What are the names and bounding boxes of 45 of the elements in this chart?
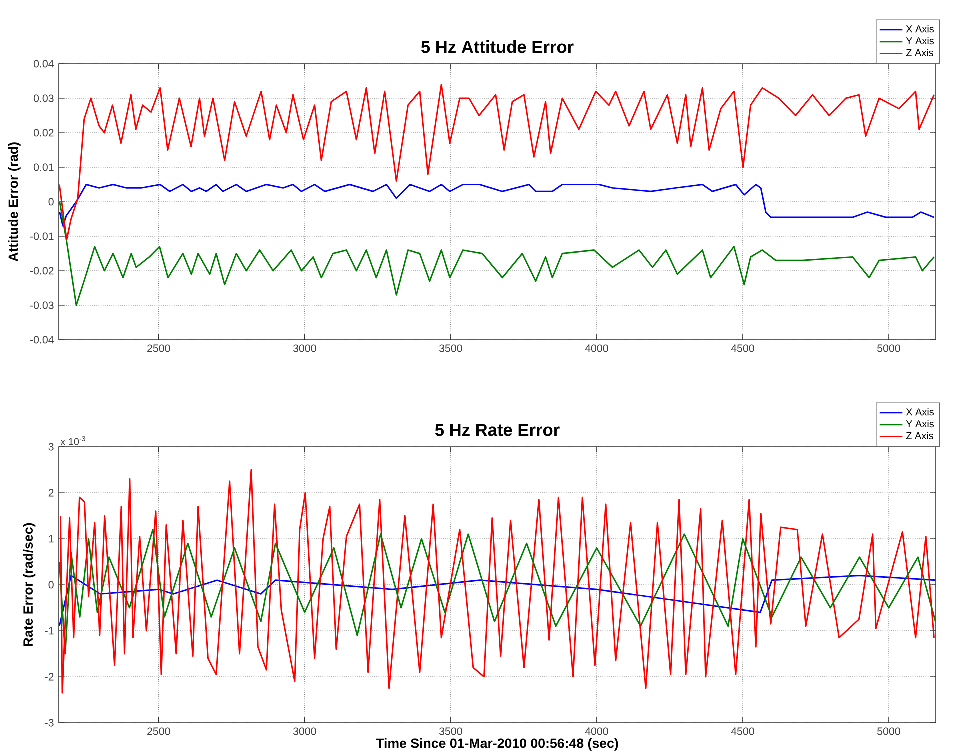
x-tick-label: 5000 [878,344,900,352]
y-tick-label: 2 [48,489,54,497]
legend-label: X Axis [906,25,934,33]
legend-label: X Axis [906,408,934,416]
x-tick-label: 2500 [148,344,170,352]
y-tick-label: 0.03 [34,94,54,102]
line-series [59,529,936,655]
x-tick-label: 4500 [731,344,754,352]
x-tick-label: 2500 [148,728,170,736]
y-axis-title: Attitude Error (rad) [8,142,21,262]
legend-label: Y Axis [906,37,934,45]
line-series [59,201,935,306]
chart-title: 5 Hz Attitude Error [421,40,574,54]
y-tick-label: 0 [48,198,54,206]
x-tick-label: 3500 [439,344,462,352]
line-series [59,84,935,241]
y-tick-label: 1 [49,535,54,543]
legend-label: Z Axis [906,49,934,56]
x-tick-label: 4000 [585,728,608,736]
x-tick-label: 4000 [585,344,608,352]
y-tick-label: -0.03 [30,302,54,310]
y-tick-label: -0.04 [30,336,54,344]
line-series [59,575,936,628]
y-axis-title: Rate Error (rad/sec) [23,523,36,646]
line-series [60,469,935,694]
y-tick-label: 0.02 [34,129,54,137]
y-tick-label: 0.04 [34,60,54,68]
y-tick-label: 0.01 [34,164,54,172]
chart-title: 5 Hz Rate Error [435,424,560,436]
text: x 10$^{-3}$ [60,436,86,446]
x-tick-label: 4500 [731,728,754,736]
legend-label: Y Axis [906,420,934,428]
x-axis-title: Time Since 01-Mar-2010 00:56:48 (sec) [376,738,618,751]
y-tick-label: -3 [45,719,54,727]
x-tick-label: 3000 [293,728,316,736]
y-tick-label: -1 [45,627,54,635]
y-tick-label: 3 [48,443,54,451]
y-tick-label: -0.01 [30,232,54,240]
y-tick-label: -0.02 [30,267,54,275]
y-tick-label: 0 [48,581,54,589]
x-tick-label: 5000 [878,728,900,736]
legend-label: Z Axis [906,432,934,440]
x-tick-label: 3500 [439,728,462,736]
y-tick-label: -2 [45,673,54,681]
x-tick-label: 3000 [293,344,316,352]
